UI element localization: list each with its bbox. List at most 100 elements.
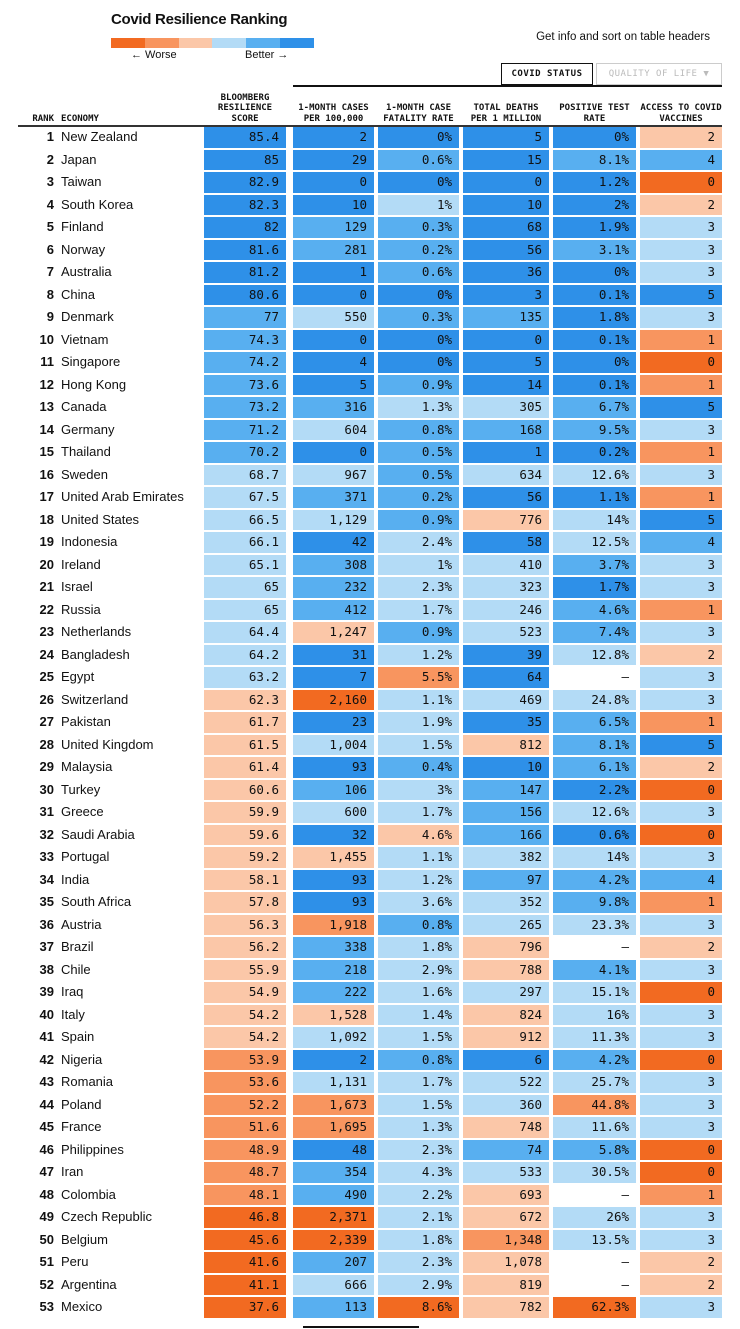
cell: 6.5% — [553, 712, 636, 733]
cell: 14% — [553, 509, 636, 530]
economy: Chile — [61, 961, 91, 977]
cell: 67.5 — [204, 487, 286, 508]
economy: Brazil — [61, 939, 94, 954]
cell: 410 — [463, 554, 549, 575]
economy: Indonesia — [61, 534, 118, 549]
economy: New Zealand — [61, 129, 138, 144]
cell: 5 — [293, 374, 374, 395]
cell: 12.6% — [553, 802, 636, 823]
economy: South Korea — [61, 196, 134, 212]
cell: 1,004 — [293, 734, 374, 755]
rank: 22 — [39, 601, 54, 617]
cell: 3 — [640, 959, 722, 980]
rank: 18 — [39, 511, 54, 527]
cell: 81.6 — [204, 239, 286, 260]
cell: 0 — [463, 172, 549, 193]
column-header[interactable]: 1-MONTH CASE FATALITY RATE — [383, 103, 454, 124]
cell: 1.7% — [378, 1072, 459, 1093]
cell: 61.7 — [204, 712, 286, 733]
economy: United Arab Emirates — [61, 489, 184, 504]
rank: 6 — [46, 241, 54, 257]
cell: 3.6% — [378, 892, 459, 913]
economy: Australia — [61, 264, 112, 279]
cell: 63.2 — [204, 667, 286, 688]
cell: 1.5% — [378, 1094, 459, 1115]
cell: 24.8% — [553, 689, 636, 710]
cell: 54.2 — [204, 1004, 286, 1025]
legend-worse: ← Worse — [131, 49, 177, 61]
column-header[interactable]: RANK — [32, 113, 54, 124]
rank: 32 — [39, 826, 54, 842]
cell: – — [553, 667, 636, 688]
column-header[interactable]: POSITIVE TEST RATE — [559, 103, 630, 124]
cell: 3 — [640, 239, 722, 260]
rank: 14 — [39, 421, 54, 437]
cell: – — [553, 1274, 636, 1295]
tab[interactable]: QUALITY OF LIFE ▼ — [596, 63, 722, 85]
column-header[interactable]: ECONOMY — [61, 113, 99, 124]
rank: 25 — [39, 669, 54, 684]
economy: Canada — [61, 399, 107, 414]
cell: 0 — [640, 982, 722, 1003]
cell: 0% — [378, 352, 459, 373]
cell: 0.2% — [378, 239, 459, 260]
cell: 0% — [553, 262, 636, 283]
cell: 2 — [640, 1252, 722, 1273]
cell: 3 — [640, 1297, 722, 1318]
economy: Austria — [61, 916, 102, 932]
cell: 1.3% — [378, 397, 459, 418]
economy: India — [61, 871, 90, 887]
cell: 1,247 — [293, 622, 374, 643]
cell: 5 — [640, 734, 722, 755]
economy: Netherlands — [61, 624, 132, 639]
cell: 93 — [293, 869, 374, 890]
tab-active[interactable]: COVID STATUS — [501, 63, 593, 85]
cell: 1.1% — [553, 487, 636, 508]
cell: 352 — [463, 892, 549, 913]
cell: 604 — [293, 419, 374, 440]
column-header[interactable]: 1-MONTH CASES PER 100,000 — [298, 103, 369, 124]
cell: 666 — [293, 1274, 374, 1295]
cell: 3 — [640, 217, 722, 238]
economy: United States — [61, 511, 140, 527]
cell: 2 — [640, 1274, 722, 1295]
cell: 0.1% — [553, 284, 636, 305]
cell: 64.2 — [204, 644, 286, 665]
cell: 297 — [463, 982, 549, 1003]
cell: 2 — [293, 127, 374, 148]
cell: 1.1% — [378, 689, 459, 710]
rank: 7 — [46, 264, 54, 279]
rank: 50 — [39, 1231, 54, 1247]
cell: 56 — [463, 487, 549, 508]
cell: 48 — [293, 1139, 374, 1160]
cell: 3 — [640, 464, 722, 485]
economy: Turkey — [61, 781, 101, 797]
cell: 308 — [293, 554, 374, 575]
cell: 338 — [293, 937, 374, 958]
cell: 3 — [640, 1117, 722, 1138]
cell: 469 — [463, 689, 549, 710]
cell: 3 — [640, 1094, 722, 1115]
economy: Colombia — [61, 1186, 116, 1202]
rank: 48 — [39, 1186, 54, 1202]
cell: 4 — [293, 352, 374, 373]
cell: 523 — [463, 622, 549, 643]
column-header[interactable]: ACCESS TO COVID VACCINES — [640, 103, 722, 124]
economy: South Africa — [61, 894, 132, 909]
cell: 14 — [463, 374, 549, 395]
legend-swatch — [280, 38, 314, 48]
cell: 1 — [640, 712, 722, 733]
cell: 56 — [463, 239, 549, 260]
cell: 3 — [640, 419, 722, 440]
rank: 12 — [39, 376, 54, 392]
cell: 2.9% — [378, 959, 459, 980]
economy: Israel — [61, 579, 93, 594]
cell: 9.5% — [553, 419, 636, 440]
economy: Finland — [61, 219, 104, 234]
column-header[interactable]: BLOOMBERG RESILIENCE SCORE — [217, 92, 273, 124]
cell: 2.4% — [378, 532, 459, 553]
cell: 8.1% — [553, 734, 636, 755]
column-header[interactable]: TOTAL DEATHS PER 1 MILLION — [470, 103, 542, 124]
cell: 13.5% — [553, 1229, 636, 1250]
economy: Italy — [61, 1006, 85, 1022]
